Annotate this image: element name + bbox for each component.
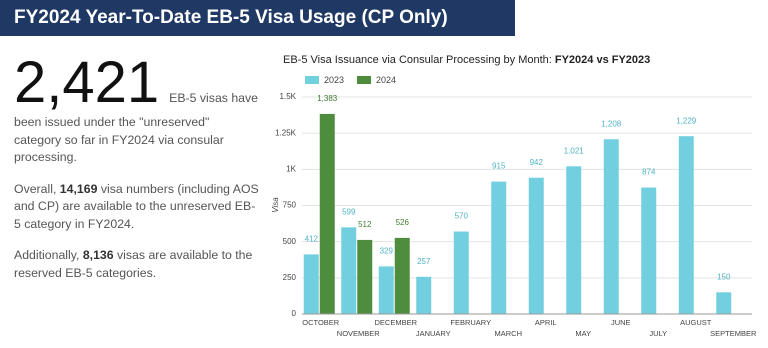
x-tick-label: JUNE (611, 318, 631, 327)
bar (416, 276, 432, 314)
bar (319, 113, 335, 315)
bar (678, 136, 694, 314)
x-tick-label: JANUARY (416, 329, 451, 338)
value-label: 1,383 (317, 94, 338, 103)
text: Overall, (14, 181, 60, 196)
legend-swatch (357, 76, 371, 84)
text: visas are available to the reserved EB-5… (14, 248, 253, 280)
big-number: 2,421 (14, 50, 160, 115)
value-label: 526 (396, 218, 410, 227)
highlight: 14,169 (59, 181, 98, 196)
bar (566, 166, 582, 314)
y-tick-label: 1.5K (280, 92, 297, 101)
bar (603, 139, 619, 314)
header-title: FY2024 Year-To-Date EB-5 Visa Usage (CP … (0, 0, 515, 36)
title-text: EB-5 Visa Issuance via Consular Processi… (283, 54, 555, 66)
value-label: 915 (492, 162, 506, 171)
legend-label: 2024 (376, 75, 396, 85)
value-label: 1,229 (676, 116, 697, 125)
x-tick-label: MARCH (495, 329, 523, 338)
value-label: 942 (530, 158, 544, 167)
bar (528, 177, 544, 314)
x-tick-label: SEPTEMBER (710, 329, 757, 338)
title-bold: FY2024 vs FY2023 (555, 54, 650, 66)
x-tick-label: OCTOBER (302, 318, 340, 327)
legend-swatch (305, 76, 319, 84)
bar (453, 231, 469, 314)
x-tick-label: DECEMBER (374, 318, 417, 327)
summary: 2,421 EB-5 visas have been issued under t… (14, 52, 259, 296)
y-tick-label: 0 (292, 309, 297, 318)
bar (716, 292, 732, 314)
x-tick-label: APRIL (535, 318, 557, 327)
value-label: 150 (717, 272, 731, 281)
y-tick-label: 500 (283, 237, 297, 246)
bar (357, 239, 373, 314)
bar (378, 266, 394, 314)
value-label: 570 (455, 212, 469, 221)
bar (491, 181, 507, 314)
x-tick-label: JULY (649, 329, 667, 338)
y-axis-label: Visa (271, 197, 280, 213)
bar (394, 237, 410, 314)
text: EB-5 visas have been issued under the "u… (14, 91, 259, 164)
value-label: 329 (380, 247, 394, 256)
y-tick-label: 1K (286, 164, 296, 173)
value-label: 412 (305, 235, 319, 244)
paragraph: Additionally, 8,136 visas are available … (14, 247, 259, 282)
bar (641, 187, 657, 314)
value-label: 1,208 (601, 119, 622, 128)
x-tick-label: MAY (575, 329, 591, 338)
value-label: 874 (642, 168, 656, 177)
x-tick-label: FEBRUARY (450, 318, 491, 327)
x-tick-label: AUGUST (680, 318, 712, 327)
paragraph: 2,421 EB-5 visas have been issued under t… (14, 52, 259, 167)
y-tick-label: 1.25K (275, 128, 297, 137)
bar (341, 227, 357, 314)
text: Additionally, (14, 248, 83, 262)
paragraph: Overall, 14,169 visa numbers (including … (14, 181, 259, 234)
value-label: 257 (417, 257, 431, 266)
value-label: 599 (342, 207, 356, 216)
x-tick-label: NOVEMBER (337, 329, 381, 338)
value-label: 512 (358, 220, 372, 229)
chart-title: EB-5 Visa Issuance via Consular Processi… (283, 54, 650, 66)
bar (303, 254, 319, 314)
legend-label: 2023 (324, 75, 344, 85)
y-tick-label: 250 (283, 273, 297, 282)
value-label: 1,021 (564, 146, 585, 155)
highlight: 8,136 (82, 248, 114, 262)
text: visa numbers (including AOS and CP) are … (14, 181, 259, 231)
y-tick-label: 750 (283, 201, 297, 210)
